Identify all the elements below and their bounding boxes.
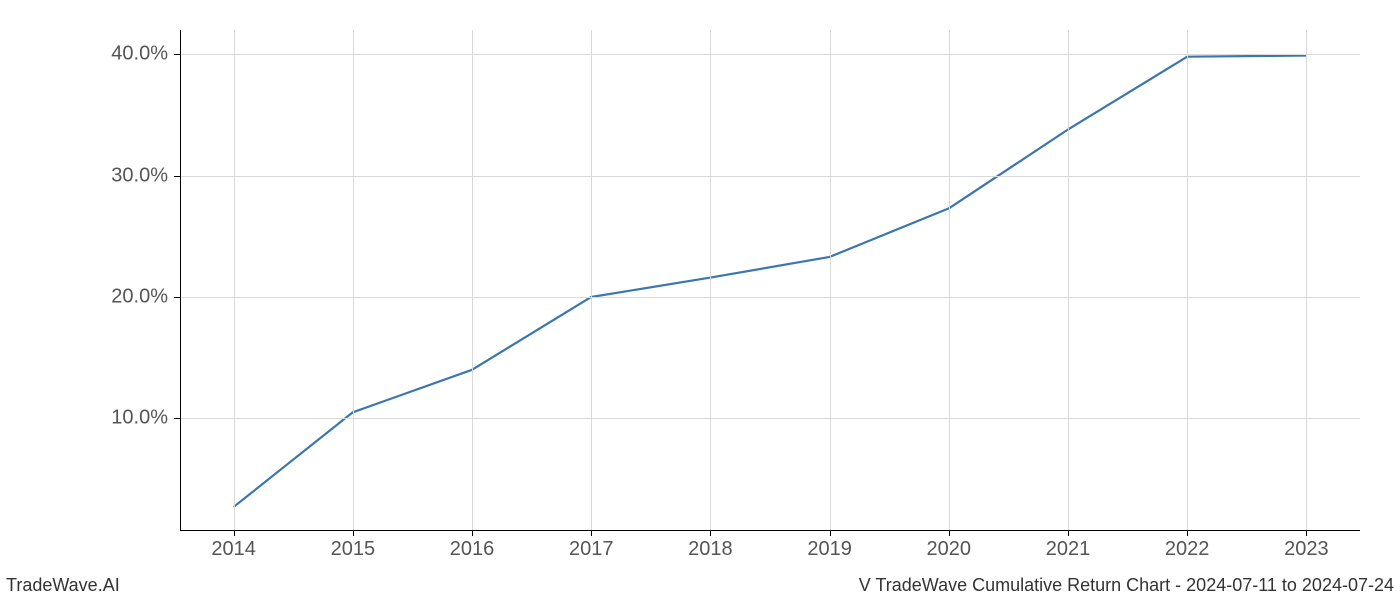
x-tick-label: 2021 [1046,538,1091,561]
grid-line-vertical [591,30,592,530]
grid-line-vertical [353,30,354,530]
grid-line-vertical [234,30,235,530]
grid-line-vertical [1068,30,1069,530]
axis-spine-left [180,30,181,530]
y-tick-label: 20.0% [111,285,168,308]
x-tick-label: 2015 [331,538,376,561]
y-tick-label: 40.0% [111,43,168,66]
grid-line-horizontal [180,297,1360,298]
x-tick-label: 2022 [1165,538,1210,561]
x-tick-label: 2020 [927,538,972,561]
x-tick-label: 2014 [211,538,256,561]
footer-left-label: TradeWave.AI [6,575,120,596]
x-tick-label: 2023 [1284,538,1329,561]
grid-line-horizontal [180,54,1360,55]
x-tick-label: 2016 [450,538,495,561]
chart-container: TradeWave.AI V TradeWave Cumulative Retu… [0,0,1400,600]
grid-line-vertical [830,30,831,530]
grid-line-vertical [710,30,711,530]
grid-line-vertical [949,30,950,530]
y-tick-label: 30.0% [111,164,168,187]
x-tick-label: 2019 [807,538,852,561]
grid-line-horizontal [180,176,1360,177]
footer-right-label: V TradeWave Cumulative Return Chart - 20… [859,575,1394,596]
y-tick-label: 10.0% [111,407,168,430]
grid-line-horizontal [180,418,1360,419]
grid-line-vertical [1187,30,1188,530]
axis-spine-bottom [180,530,1360,531]
x-tick-label: 2017 [569,538,614,561]
line-chart-svg [180,30,1360,530]
grid-line-vertical [1306,30,1307,530]
x-tick-label: 2018 [688,538,733,561]
grid-line-vertical [472,30,473,530]
series-line [234,55,1307,506]
plot-area [180,30,1360,530]
